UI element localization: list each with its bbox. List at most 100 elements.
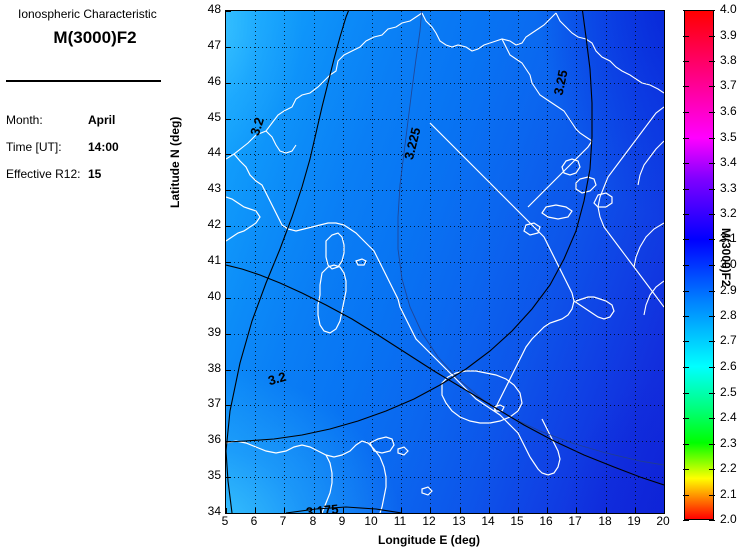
colorbar-tickmark [683, 444, 689, 445]
colorbar-tickmark [683, 418, 689, 419]
x-tick-label: 9 [338, 514, 346, 528]
colorbar-tickmark [683, 469, 689, 470]
y-tick-label: 47 [207, 38, 221, 52]
tickmark-x [576, 508, 577, 513]
colorbar-tickmark [683, 341, 689, 342]
graticule-line-lat [226, 83, 664, 84]
divider [6, 80, 161, 82]
colorbar-tickmark [683, 239, 689, 240]
colorbar-tick-label: 2.2 [720, 461, 737, 475]
y-tickmarks-inner [226, 11, 232, 513]
colorbar-tick-label: 4.0 [720, 2, 737, 16]
colorbar-tickmark [683, 316, 689, 317]
y-tick-label: 38 [207, 361, 221, 375]
tickmark-x [430, 508, 431, 513]
x-tick-label: 18 [598, 514, 612, 528]
meta-label-time: Time [UT]: [6, 140, 62, 154]
colorbar-tickmark [683, 138, 689, 139]
tickmark-x [489, 508, 490, 513]
x-tick-label: 17 [568, 514, 582, 528]
colorbar-tickmark [683, 163, 689, 164]
x-tick-label: 13 [452, 514, 466, 528]
colorbar-tick-label: 2.6 [720, 359, 737, 373]
colorbar-tick-label: 3.9 [720, 28, 737, 42]
colorbar-tickmark [683, 61, 689, 62]
tickmark-y [226, 83, 231, 84]
colorbar: 2.0 2.1 2.2 2.3 2.4 2.5 2.6 2.7 2.8 2.9 3.0 3.1 3.2 3… [683, 2, 737, 526]
x-tick-label: 12 [422, 514, 436, 528]
meta-value-month: April [88, 113, 116, 127]
colorbar-tickmark [683, 112, 689, 113]
y-tick-label: 36 [207, 432, 221, 446]
colorbar-tickmark [683, 10, 689, 11]
tickmark-x [460, 508, 461, 513]
y-tick-label: 45 [207, 110, 221, 124]
colorbar-tick-label: 2.0 [720, 512, 737, 526]
meta-row-month: Month: April [6, 113, 115, 127]
graticule-horizontal [226, 11, 664, 513]
colorbar-tick-label: 3.7 [720, 78, 737, 92]
graticule-line-lat [226, 262, 664, 263]
tickmark-y [226, 190, 231, 191]
colorbar-tickmark [709, 112, 715, 113]
tickmark-x [664, 508, 665, 513]
x-tickmarks-inner [226, 507, 664, 513]
tickmark-y [226, 226, 231, 227]
tickmark-y [226, 298, 231, 299]
y-tick-label: 46 [207, 74, 221, 88]
x-tick-label: 11 [393, 514, 407, 528]
meta-row-r12: Effective R12: 15 [6, 167, 101, 181]
colorbar-tickmark [709, 36, 715, 37]
tickmark-x [547, 508, 548, 513]
colorbar-tickmark [709, 265, 715, 266]
panel-subtitle: Ionospheric Characteristic [18, 7, 157, 21]
colorbar-tick-label: 2.4 [720, 410, 737, 424]
colorbar-tickmark [683, 520, 689, 521]
meta-label-month: Month: [6, 113, 43, 127]
colorbar-tickmark [683, 367, 689, 368]
colorbar-tickmark [709, 61, 715, 62]
page-title: M(3000)F2 [53, 28, 137, 47]
x-axis-ticks: 5 6 7 8 9 10 11 12 13 14 15 16 17 18 19 20 [222, 514, 670, 532]
colorbar-tickmark [709, 469, 715, 470]
x-tick-label: 15 [510, 514, 524, 528]
graticule-line-lat [226, 47, 664, 48]
tickmark-y [226, 119, 231, 120]
y-tick-label: 39 [207, 325, 221, 339]
x-tick-label: 10 [364, 514, 378, 528]
x-tick-label: 8 [309, 514, 317, 528]
colorbar-tickmark [709, 341, 715, 342]
colorbar-title: M(3000)F2 [719, 228, 733, 287]
x-tick-label: 20 [656, 514, 670, 528]
colorbar-tickmark [683, 36, 689, 37]
colorbar-tickmark [683, 189, 689, 190]
colorbar-tick-label: 3.3 [720, 181, 737, 195]
colorbar-tickmark [709, 86, 715, 87]
colorbar-tickmark [709, 239, 715, 240]
graticule-line-lat [226, 334, 664, 335]
colorbar-tickmark [709, 444, 715, 445]
y-tick-label: 43 [207, 181, 221, 195]
colorbar-tickmark [683, 393, 689, 394]
tickmark-y [226, 47, 231, 48]
colorbar-tickmark [683, 86, 689, 87]
colorbar-tick-label: 3.6 [720, 104, 737, 118]
meta-value-time: 14:00 [88, 140, 119, 154]
tickmark-y [226, 262, 231, 263]
x-tick-label: 16 [539, 514, 553, 528]
x-tick-label: 7 [279, 514, 287, 528]
tickmark-x [518, 508, 519, 513]
graticule-line-lat [226, 370, 664, 371]
info-panel: Ionospheric Characteristic M(3000)F2 Mon… [0, 0, 190, 551]
colorbar-tick-label: 3.1 [720, 231, 737, 245]
graticule-line-lat [226, 190, 664, 191]
tickmark-x [401, 508, 402, 513]
colorbar-tick-label: 3.5 [720, 130, 737, 144]
colorbar-tick-label: 3.4 [720, 155, 737, 169]
graticule-line-lat [226, 405, 664, 406]
tickmark-x [635, 508, 636, 513]
tickmark-y [226, 11, 231, 12]
tickmark-x [284, 508, 285, 513]
y-tick-label: 44 [207, 145, 221, 159]
colorbar-tickmark [709, 214, 715, 215]
